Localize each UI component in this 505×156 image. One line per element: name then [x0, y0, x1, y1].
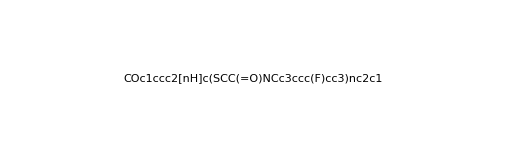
Text: COc1ccc2[nH]c(SCC(=O)NCc3ccc(F)cc3)nc2c1: COc1ccc2[nH]c(SCC(=O)NCc3ccc(F)cc3)nc2c1 [123, 73, 382, 83]
